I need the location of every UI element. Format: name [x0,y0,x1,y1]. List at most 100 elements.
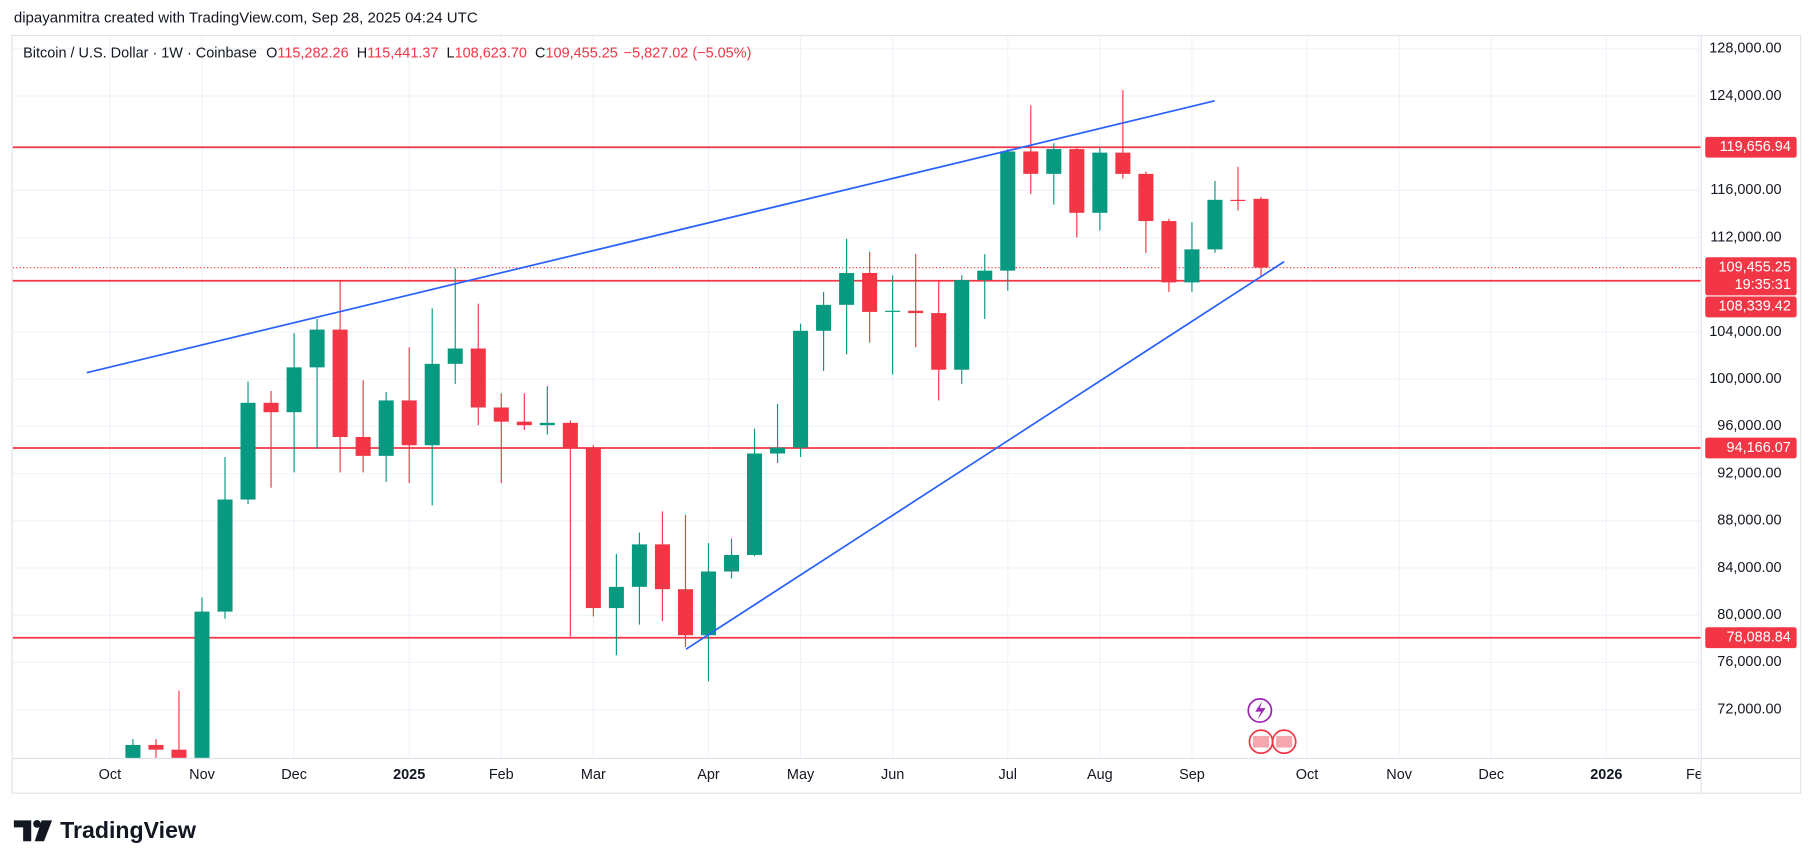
x-tick-label: Oct [99,767,121,783]
candle-body [332,329,348,437]
x-tick-label: Mar [581,767,606,783]
drawings [86,99,1297,755]
candle-body [470,348,486,408]
event-flag [1276,735,1293,748]
candle-body [447,348,463,364]
trendline [86,99,1215,374]
y-tick-label: 76,000.00 [1717,654,1781,670]
x-tick-label: Jul [999,767,1017,783]
candle-body [1092,152,1108,213]
candle-body [125,744,141,758]
y-tick-label: 116,000.00 [1710,182,1781,198]
legend-value: 115,441.37 [367,45,438,61]
trendline [685,260,1285,650]
legend: Bitcoin / U.S. Dollar · 1W · Coinbase O11… [23,45,751,61]
x-tick-label: Feb [489,767,514,783]
y-tick-label: 124,000.00 [1709,88,1781,104]
candle-body [240,402,256,500]
y-tick-label: 80,000.00 [1717,607,1781,623]
candle-body [1023,151,1039,174]
candle-body [608,586,624,609]
candle-body [355,436,371,456]
x-tick-label: May [787,767,815,783]
x-tick-label: Dec [1478,767,1504,783]
candle-body [700,571,716,636]
candle-body [723,554,740,572]
credit: dipayanmitra created with TradingView.co… [14,10,478,27]
candle-body [770,447,786,454]
candle-body [1253,198,1269,268]
y-tick-label: 128,000.00 [1709,41,1781,57]
x-tick-label: Sep [1179,767,1205,783]
event-icon-glyph [1255,701,1266,720]
y-tick-label: 88,000.00 [1717,513,1781,529]
chart-frame [11,34,1802,794]
candle-body [562,422,578,448]
level-badge [1705,437,1797,459]
y-tick-label: 104,000.00 [1709,324,1781,340]
last-price-badge [1705,257,1797,296]
candle-body [217,499,233,612]
level-badge [1705,296,1797,318]
candle-body [309,329,325,368]
event-flag [1252,735,1270,748]
last-price-label: 109,455.25 [1719,259,1791,275]
legend-key: L [447,45,455,61]
candle-body [1207,199,1223,250]
x-tick-label: 2026 [1590,767,1622,783]
y-tick-label: 72,000.00 [1717,701,1781,717]
y-tick-label: 112,000.00 [1710,229,1781,245]
candle-body [1184,249,1200,283]
candle-body [516,421,532,426]
candle-body [424,363,440,446]
candles [125,90,1269,758]
candle-body [654,544,670,590]
legend-key: O [266,45,277,61]
candle-body [1069,149,1085,213]
logo-mark [33,820,41,828]
candle-body [1161,221,1177,283]
x-tick-label: Feb [1686,767,1711,783]
candle-body [1115,152,1131,174]
candle-body [839,272,855,305]
x-tick-label: Oct [1296,767,1318,783]
y-tick-label: 100,000.00 [1709,371,1781,387]
legend-key: C [535,45,545,61]
legend-value: 108,623.70 [455,45,527,61]
x-tick-label: 2025 [393,767,425,783]
x-tick-label: Apr [697,767,720,783]
y-axis: 72,000.00 76,000.00 80,000.00 84,000.00 88,0… [1705,41,1797,717]
candle-body [977,270,993,281]
x-tick-label: Nov [1386,767,1412,783]
candle-body [1138,173,1154,222]
level-label: 108,339.42 [1719,299,1791,315]
y-tick-label: 84,000.00 [1717,560,1781,576]
candle-body [931,313,947,370]
candle-body [885,310,901,312]
logo-mark [34,820,53,842]
level-label: 119,656.94 [1720,139,1791,155]
countdown-label: 19:35:31 [1735,277,1791,293]
levels [12,146,1701,639]
legend-change: −5,827.02 (−5.05%) [624,45,752,61]
x-tick-label: Jun [881,767,904,783]
level-badge [1705,627,1797,649]
candle-body [585,447,601,609]
legend-value: 109,455.25 [546,45,618,61]
level-label: 94,166.07 [1727,440,1791,456]
y-tick-label: 96,000.00 [1717,418,1781,434]
candle-body [1000,151,1016,271]
candle-body [378,400,394,456]
logo-mark [13,820,32,842]
x-axis: Oct Nov Dec 2025 Feb Mar Apr May Jun Jul Aug Sep Oct… [99,767,1711,783]
legend-key: H [357,45,367,61]
candle-body [194,611,210,758]
level-label: 78,088.84 [1727,630,1791,646]
legend-value: 115,282.26 [277,45,348,61]
legend-symbol: Bitcoin / U.S. Dollar · 1W · Coinbase [23,45,257,61]
level-badge [1705,136,1797,158]
brand-name: TradingView [60,817,197,843]
candle-body [908,310,924,314]
candle-body [862,272,878,312]
